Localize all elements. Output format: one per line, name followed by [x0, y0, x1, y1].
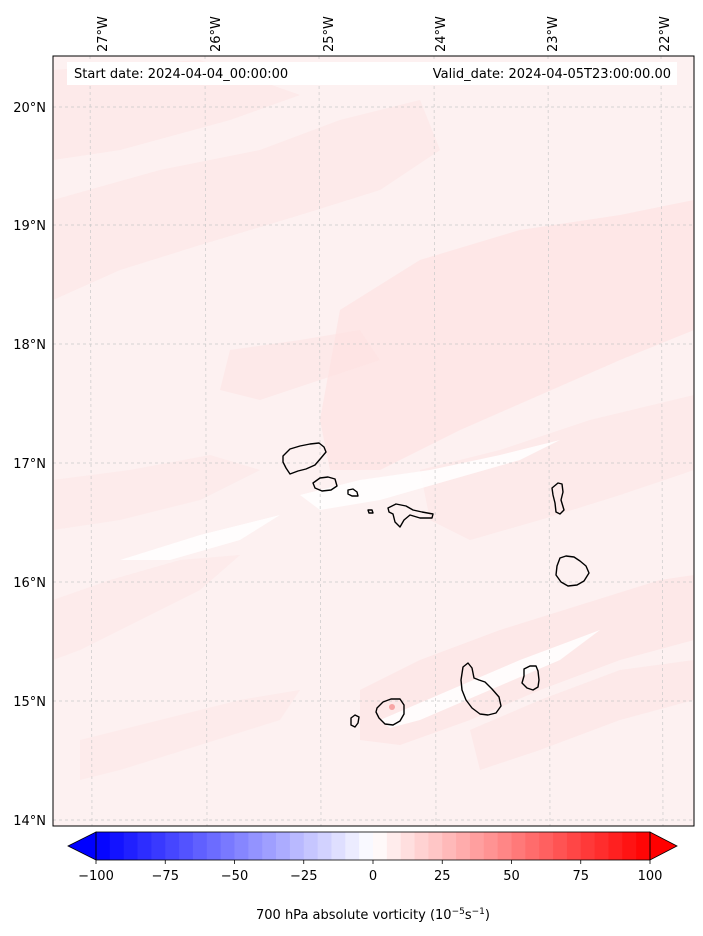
- lon-tick-label: 22°W: [658, 16, 673, 52]
- colorbar-segment: [608, 832, 623, 860]
- colorbar-segment: [303, 832, 318, 860]
- colorbar-segment: [345, 832, 360, 860]
- island-maio: [521, 665, 540, 691]
- colorbar-segment: [179, 832, 194, 860]
- colorbar-segment: [636, 832, 651, 860]
- colorbar-segment: [137, 832, 152, 860]
- colorbar-segment: [192, 832, 208, 860]
- colorbar-tick-label: −100: [78, 869, 114, 884]
- colorbar-tick-label: −25: [290, 869, 317, 884]
- colorbar-segment: [276, 832, 291, 860]
- colorbar-segment: [220, 832, 235, 860]
- vorticity-field-streaks: [120, 440, 600, 728]
- lat-tick-label: 17°N: [13, 457, 46, 472]
- colorbar-segment: [469, 832, 485, 860]
- valid-date-label: Valid_date: 2024-04-05T23:00:00.00: [433, 67, 671, 82]
- island-boa-vista: [555, 555, 590, 587]
- colorbar-segment: [400, 832, 415, 860]
- island-santiago: [460, 662, 502, 716]
- colorbar-label-exp2: −1: [472, 907, 485, 917]
- colorbar-tick-label: 75: [572, 869, 589, 884]
- colorbar-segment: [317, 832, 332, 860]
- colorbar-segment: [442, 832, 457, 860]
- lat-tick-label: 15°N: [13, 695, 46, 710]
- colorbar-segment: [206, 832, 222, 860]
- lat-axis-labels: 20°N 19°N 18°N 17°N 16°N 15°N 14°N: [13, 101, 46, 829]
- colorbar-label: 700 hPa absolute vorticity (10−5s−1): [256, 907, 490, 923]
- lat-tick-label: 14°N: [13, 814, 46, 829]
- island-brava: [350, 714, 360, 728]
- colorbar-segment: [234, 832, 249, 860]
- island-santa-luzia: [347, 488, 359, 497]
- colorbar-max-extend: [649, 831, 678, 861]
- island-sao-vicente: [312, 476, 338, 492]
- colorbar-segment: [414, 832, 429, 860]
- colorbar-segment: [262, 832, 277, 860]
- colorbar-segment: [373, 832, 388, 860]
- colorbar-tick-label: 100: [638, 869, 663, 884]
- lon-tick-label: 23°W: [546, 16, 561, 52]
- colorbar-segment: [165, 832, 180, 860]
- coastlines: [282, 442, 590, 728]
- lat-tick-label: 18°N: [13, 338, 46, 353]
- colorbar-segment: [456, 832, 471, 860]
- colorbar-segment: [151, 832, 166, 860]
- start-date-label: Start date: 2024-04-04_00:00:00: [74, 67, 288, 82]
- colorbar-segment: [497, 832, 512, 860]
- colorbar-segment: [525, 832, 540, 860]
- colorbar-segments: [96, 832, 651, 860]
- colorbar-label-exp1: −5: [452, 907, 465, 917]
- lon-tick-label: 25°W: [322, 16, 337, 52]
- colorbar-tick-label: −50: [221, 869, 248, 884]
- colorbar-tick-label: 0: [369, 869, 377, 884]
- lon-axis-labels: 27°W 26°W 25°W 24°W 23°W 22°W: [96, 16, 673, 52]
- lat-tick-label: 16°N: [13, 576, 46, 591]
- colorbar-segment: [622, 832, 637, 860]
- lat-tick-label: 20°N: [13, 101, 46, 116]
- island-fogo: [375, 698, 405, 726]
- colorbar-segment: [331, 832, 346, 860]
- colorbar-ticks: −100 −75 −50 −25 0 25 50 75 100: [78, 860, 662, 884]
- colorbar-label-mid: s: [465, 908, 472, 923]
- colorbar-label-end: ): [485, 908, 490, 923]
- colorbar-segment: [386, 832, 402, 860]
- map-panel: Start date: 2024-04-04_00:00:00 Valid_da…: [52, 55, 695, 827]
- colorbar-segment: [580, 832, 595, 860]
- colorbar-segment: [428, 832, 443, 860]
- fogo-vorticity-spot: [389, 704, 395, 710]
- colorbar-tick-label: 50: [503, 869, 520, 884]
- colorbar: −100 −75 −50 −25 0 25 50 75 100 700 hPa absolute…: [67, 831, 678, 923]
- colorbar-segment: [539, 832, 554, 860]
- gridlines: [53, 55, 694, 827]
- colorbar-tick-label: 25: [434, 869, 451, 884]
- colorbar-segment: [289, 832, 305, 860]
- colorbar-segment: [553, 832, 568, 860]
- colorbar-min-extend: [67, 831, 97, 861]
- colorbar-segment: [96, 832, 111, 860]
- lon-tick-label: 24°W: [434, 16, 449, 52]
- island-santo-antao: [282, 442, 327, 475]
- colorbar-segment: [511, 832, 526, 860]
- island-sao-nicolau: [387, 503, 434, 528]
- colorbar-segment: [566, 832, 582, 860]
- colorbar-segment: [248, 832, 263, 860]
- colorbar-segment: [483, 832, 499, 860]
- colorbar-segment: [594, 832, 609, 860]
- island-sal: [551, 482, 565, 515]
- colorbar-segment: [359, 832, 374, 860]
- lon-tick-label: 26°W: [209, 16, 224, 52]
- colorbar-tick-label: −75: [152, 869, 179, 884]
- colorbar-label-main: 700 hPa absolute vorticity (10: [256, 908, 452, 923]
- colorbar-segment: [109, 832, 125, 860]
- map-frame: [52, 55, 695, 827]
- island-branco: [367, 509, 374, 514]
- lat-tick-label: 19°N: [13, 219, 46, 234]
- colorbar-segment: [123, 832, 138, 860]
- lon-tick-label: 27°W: [96, 16, 111, 52]
- info-box: [67, 62, 677, 85]
